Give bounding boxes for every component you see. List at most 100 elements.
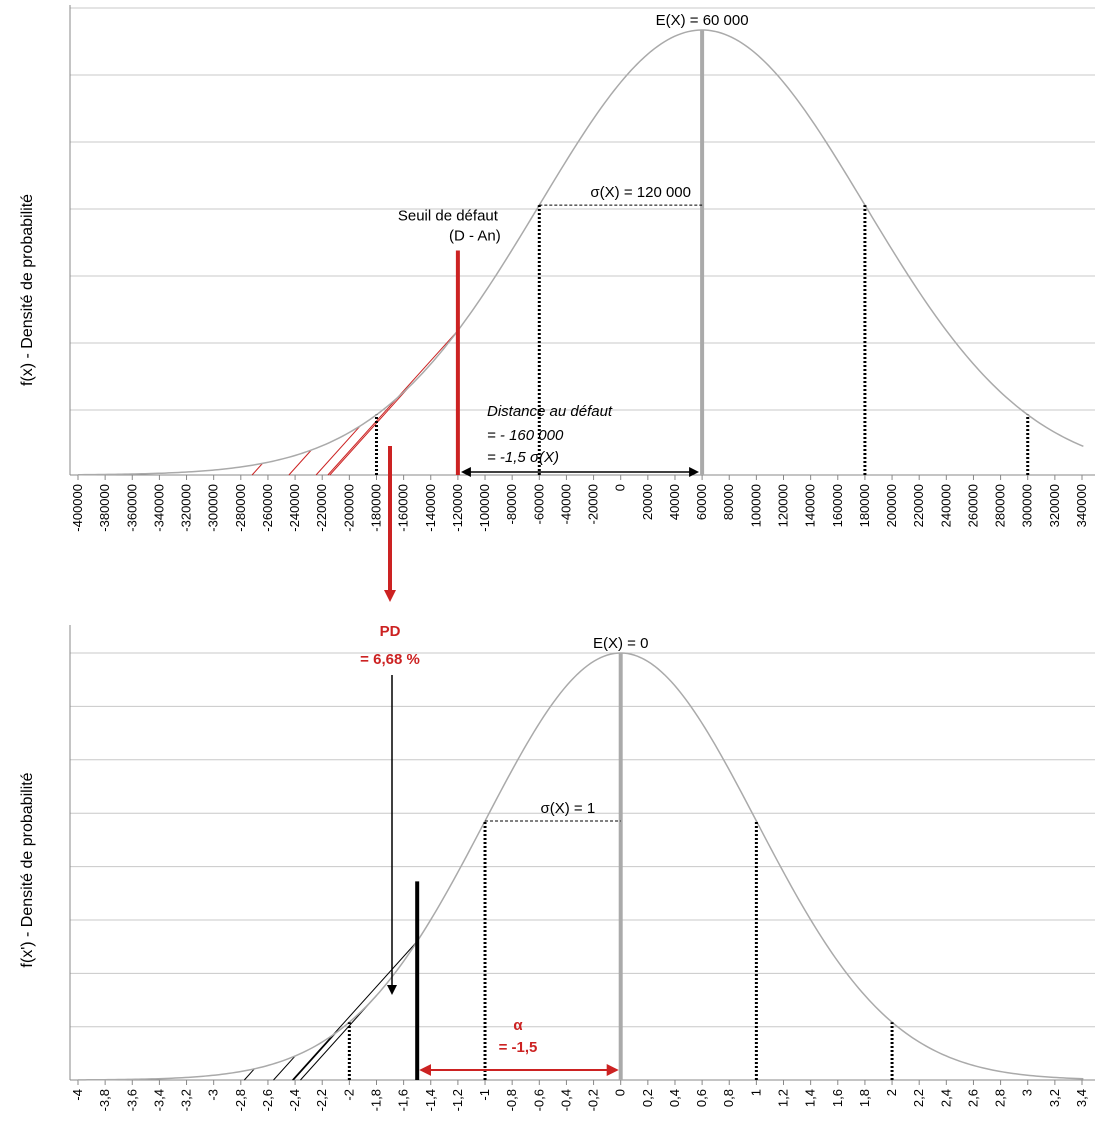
top-x-tick-label: 340000 <box>1074 484 1089 527</box>
top-x-tick-label: -200000 <box>341 484 356 532</box>
top-threshold-label-line1: Seuil de défaut <box>398 208 499 225</box>
top-x-tick-label: -300000 <box>206 484 221 532</box>
top-tail-hatching <box>251 330 459 476</box>
bot-x-tick-label: -0,4 <box>558 1089 573 1111</box>
bot-x-tick-label: 0,6 <box>694 1089 709 1107</box>
top-x-tick-labels: -400000 -380000 -360000 -340000 -320000 -3000… <box>70 475 1089 532</box>
bottom-grid <box>70 652 1095 1028</box>
top-x-tick-label: -320000 <box>179 484 194 532</box>
bot-x-tick-label: 1 <box>748 1089 763 1096</box>
bottom-x-tick-labels: -4 -3,8 -3,6 -3,4 -3,2 -3 -2,8 -2,6 -2,4 -2,2 -2 -1… <box>70 1080 1089 1111</box>
top-hatch-line <box>251 463 263 476</box>
top-x-tick-label: -160000 <box>396 484 411 532</box>
top-grid <box>70 7 1095 411</box>
top-hatch-line <box>329 386 410 476</box>
bot-x-tick-label: -3,2 <box>179 1089 194 1111</box>
top-x-tick-label: -400000 <box>70 484 85 532</box>
bottom-sigma-lines <box>347 821 894 1080</box>
bot-x-tick-label: 2,6 <box>965 1089 980 1107</box>
top-x-tick-label: -120000 <box>450 484 465 532</box>
top-hatch-line <box>327 330 459 476</box>
bot-x-tick-label: 0,8 <box>721 1089 736 1107</box>
top-x-tick-label: -60000 <box>531 484 546 524</box>
top-x-tick-label: -280000 <box>233 484 248 532</box>
top-x-tick-label: 320000 <box>1047 484 1062 527</box>
pd-label-line2: = 6,68 % <box>360 651 420 668</box>
top-normal-curve <box>77 29 1084 476</box>
bot-x-tick-label: 1,2 <box>776 1089 791 1107</box>
top-x-tick-label: 180000 <box>857 484 872 527</box>
bot-x-tick-label: 1,6 <box>830 1089 845 1107</box>
bot-hatch-line <box>273 1055 296 1081</box>
bot-x-tick-label: -3,6 <box>124 1089 139 1111</box>
bot-hatch-line <box>293 1032 337 1081</box>
bot-x-tick-label: -0,6 <box>531 1089 546 1111</box>
bot-x-tick-label: -2,4 <box>287 1089 302 1111</box>
bot-x-tick-label: -3,8 <box>97 1089 112 1111</box>
pd-label-line1: PD <box>380 623 401 640</box>
bot-x-tick-label: -3 <box>206 1089 221 1101</box>
bot-x-tick-label: -1,2 <box>450 1089 465 1111</box>
chart-top-density: -400000 -380000 -360000 -340000 -320000 -3000… <box>19 5 1095 532</box>
bot-hatch-line <box>243 1068 255 1081</box>
top-x-tick-label: 280000 <box>993 484 1008 527</box>
top-x-tick-label: -380000 <box>97 484 112 532</box>
top-x-tick-label: 140000 <box>803 484 818 527</box>
top-x-tick-label: -220000 <box>314 484 329 532</box>
top-x-tick-label: 220000 <box>911 484 926 527</box>
bot-x-tick-label: -1,8 <box>368 1089 383 1111</box>
top-threshold-label-line2: (D - An) <box>449 228 501 245</box>
bot-x-tick-label: -2 <box>341 1089 356 1101</box>
bot-x-tick-label: 0,2 <box>640 1089 655 1107</box>
bot-x-tick-label: -0,2 <box>586 1089 601 1111</box>
bot-x-tick-label: 2,8 <box>993 1089 1008 1107</box>
bottom-y-axis-label: f(x') - Densité de probabilité <box>19 772 36 967</box>
top-x-tick-label: -240000 <box>287 484 302 532</box>
top-x-tick-label: 240000 <box>938 484 953 527</box>
top-x-tick-label: -360000 <box>124 484 139 532</box>
top-x-tick-label: -340000 <box>151 484 166 532</box>
alpha-label-line2: = -1,5 <box>499 1039 538 1056</box>
top-hatch-line <box>315 425 361 476</box>
top-x-tick-label: -40000 <box>558 484 573 524</box>
top-x-tick-label: -260000 <box>260 484 275 532</box>
top-x-tick-label: 160000 <box>830 484 845 527</box>
bot-x-tick-label: 3,4 <box>1074 1089 1089 1107</box>
chart-bottom-density: -4 -3,8 -3,6 -3,4 -3,2 -3 -2,8 -2,6 -2,4 -2,2 -2 -1… <box>19 623 1095 1111</box>
top-distance-label-line1: Distance au défaut <box>487 403 613 420</box>
bot-x-tick-label: 2,4 <box>938 1089 953 1107</box>
top-x-tick-label: -20000 <box>586 484 601 524</box>
top-x-tick-label: -140000 <box>423 484 438 532</box>
bot-x-tick-label: 0 <box>613 1089 628 1096</box>
bot-x-tick-label: -2,6 <box>260 1089 275 1111</box>
top-x-tick-label: 60000 <box>694 484 709 520</box>
top-x-tick-label: 300000 <box>1020 484 1035 527</box>
top-distance-label-line2: = - 160 000 <box>487 427 564 444</box>
bottom-mean-label: E(X) = 0 <box>593 635 648 652</box>
top-x-tick-label: 80000 <box>721 484 736 520</box>
top-y-axis-label: f(x) - Densité de probabilité <box>19 194 36 386</box>
bot-x-tick-label: -3,4 <box>151 1089 166 1111</box>
top-mean-label: E(X) = 60 000 <box>656 12 749 29</box>
top-x-tick-label: 0 <box>613 484 628 491</box>
top-x-tick-label: 40000 <box>667 484 682 520</box>
bot-x-tick-label: 3 <box>1020 1089 1035 1096</box>
top-x-tick-label: 20000 <box>640 484 655 520</box>
bot-x-tick-label: 2 <box>884 1089 899 1096</box>
bot-x-tick-label: -2,8 <box>233 1089 248 1111</box>
top-distance-label-line3: = -1,5 σ(X) <box>487 449 559 466</box>
bot-x-tick-label: 0,4 <box>667 1089 682 1107</box>
bot-x-tick-label: -0,8 <box>504 1089 519 1111</box>
top-sigma-lines <box>374 205 1030 475</box>
top-x-tick-label: 120000 <box>776 484 791 527</box>
bot-x-tick-label: 1,8 <box>857 1089 872 1107</box>
bot-x-tick-label: -4 <box>70 1089 85 1101</box>
bottom-sigma-label: σ(X) = 1 <box>541 800 596 817</box>
bot-x-tick-label: 2,2 <box>911 1089 926 1107</box>
top-x-tick-label: -180000 <box>368 484 383 532</box>
alpha-label-line1: α <box>513 1017 523 1034</box>
top-hatch-line <box>288 449 312 476</box>
top-x-tick-label: -100000 <box>477 484 492 532</box>
bot-x-tick-label: -1,4 <box>423 1089 438 1111</box>
